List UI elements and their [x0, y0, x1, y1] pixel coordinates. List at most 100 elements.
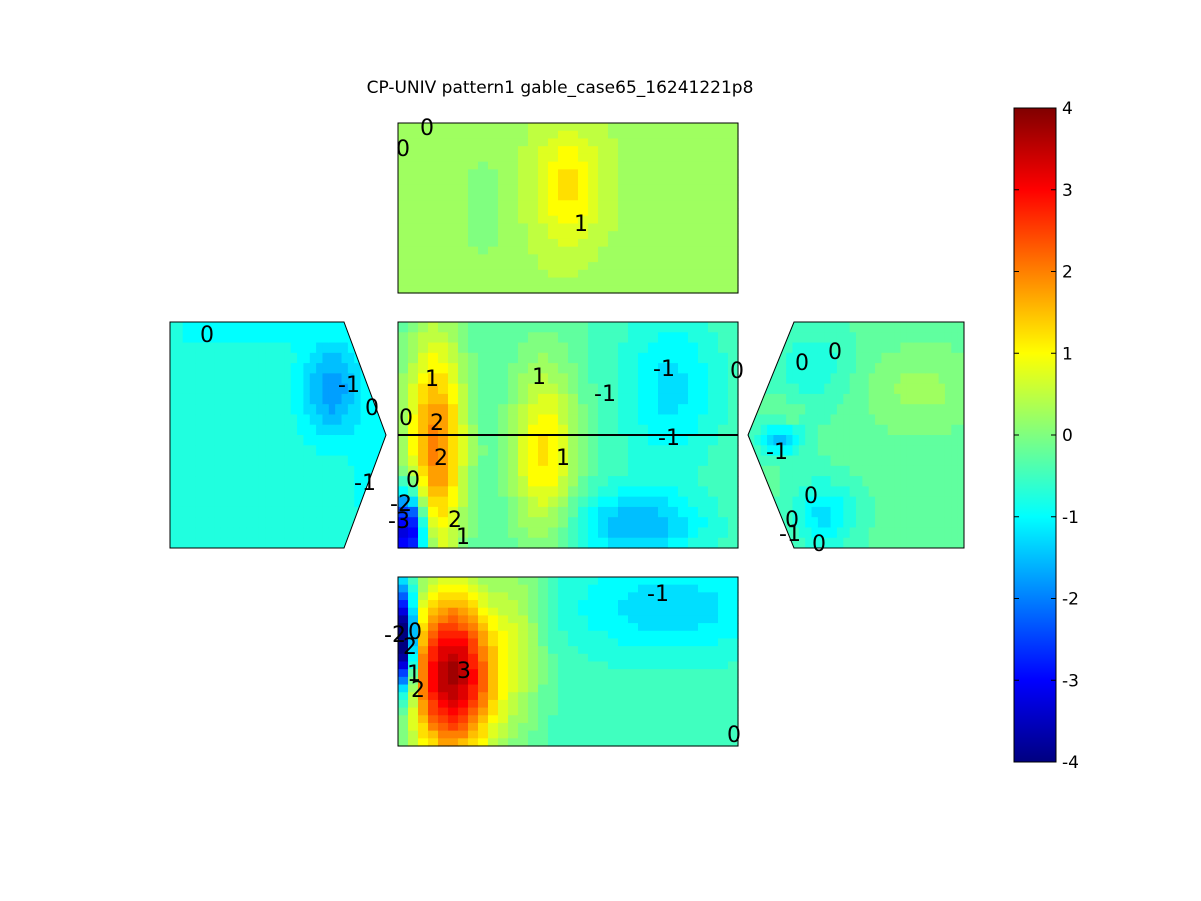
contour-cell — [598, 638, 609, 647]
contour-cell — [278, 486, 285, 498]
contour-cell — [868, 527, 876, 539]
contour-cell — [448, 445, 459, 457]
contour-cell — [698, 623, 709, 632]
contour-cell — [438, 738, 449, 747]
contour-cell — [648, 393, 659, 405]
contour-cell — [478, 517, 489, 529]
contour-cell — [297, 496, 305, 508]
contour-cell — [498, 486, 509, 498]
contour-cell — [728, 169, 739, 178]
contour-cell — [428, 600, 439, 609]
contour-cell — [588, 623, 599, 632]
contour-cell — [428, 638, 439, 647]
contour-cell — [887, 332, 895, 344]
contour-cell — [538, 130, 549, 140]
contour-cell — [588, 684, 599, 693]
contour-cell — [773, 424, 781, 436]
contour-cell — [843, 527, 851, 539]
contour-cell — [658, 130, 669, 140]
contour-cell — [708, 130, 719, 140]
contour-cell — [328, 342, 336, 354]
contour-cell — [478, 246, 489, 255]
contour-cell — [568, 223, 579, 232]
contour-cell — [598, 285, 609, 294]
contour-cell — [558, 200, 569, 209]
contour-cell — [373, 517, 381, 529]
contour-cell — [718, 615, 729, 624]
contour-cell — [518, 177, 529, 186]
contour-cell — [170, 517, 177, 529]
contour-cell — [628, 577, 639, 586]
contour-cell — [698, 373, 709, 385]
contour-cell — [568, 123, 579, 132]
contour-cell — [508, 653, 519, 663]
contour-cell — [398, 123, 409, 132]
contour-cell — [438, 730, 449, 739]
contour-cell — [718, 476, 729, 487]
contour-cell — [578, 238, 589, 248]
contour-cell — [957, 404, 964, 416]
contour-cell — [341, 352, 349, 364]
contour-cell — [498, 600, 509, 609]
contour-cell — [628, 238, 639, 248]
contour-cell — [786, 496, 794, 508]
contour-cell — [316, 414, 324, 426]
contour-cell — [297, 332, 305, 344]
contour-cell — [688, 676, 699, 686]
contour-cell — [678, 465, 689, 477]
contour-cell — [925, 506, 933, 518]
contour-cell — [728, 393, 739, 405]
contour-cell — [811, 414, 819, 426]
contour-cell — [558, 684, 569, 693]
contour-cell — [951, 383, 959, 395]
contour-cell — [252, 506, 260, 518]
contour-cell — [548, 373, 559, 385]
contour-cell — [214, 363, 222, 374]
contour-cell — [688, 246, 699, 255]
contour-cell — [919, 506, 927, 518]
contour-cell — [648, 623, 659, 632]
contour-cell — [638, 383, 649, 395]
contour-cell — [347, 404, 355, 416]
contour-cell — [498, 146, 509, 155]
contour-cell — [678, 130, 689, 140]
contour-cell — [887, 486, 895, 498]
contour-cell — [428, 254, 439, 263]
contour-cell — [322, 342, 330, 354]
contour-cell — [913, 363, 921, 374]
contour-cell — [508, 592, 519, 601]
contour-cell — [322, 506, 330, 518]
contour-cell — [588, 496, 599, 508]
contour-cell — [718, 184, 729, 194]
contour-cell — [239, 465, 247, 477]
contour-cell — [932, 373, 940, 385]
contour-cell — [760, 517, 768, 529]
contour-cell — [438, 517, 449, 529]
contour-cell — [792, 383, 800, 395]
contour-cell — [678, 424, 689, 436]
contour-cell — [668, 661, 679, 670]
contour-cell — [518, 506, 529, 518]
contour-cell — [688, 527, 699, 539]
contour-cell — [754, 393, 762, 405]
contour-cell — [233, 383, 241, 395]
contour-cell — [448, 215, 459, 225]
contour-cell — [900, 537, 908, 548]
contour-cell — [271, 445, 279, 457]
contour-cell — [836, 342, 844, 354]
contour-cell — [458, 200, 469, 209]
contour-cell — [488, 455, 499, 467]
contour-cell — [688, 722, 699, 732]
contour-cell — [728, 352, 739, 364]
contour-cell — [773, 476, 781, 487]
contour-cell — [638, 584, 649, 593]
contour-cell — [488, 285, 499, 294]
contour-cell — [718, 638, 729, 647]
contour-cell — [478, 169, 489, 178]
contour-cell — [578, 738, 589, 747]
contour-cell — [856, 352, 863, 364]
contour-cell — [598, 486, 609, 498]
contour-cell — [458, 707, 469, 716]
contour-cell — [498, 123, 509, 132]
contour-cell — [754, 363, 762, 374]
